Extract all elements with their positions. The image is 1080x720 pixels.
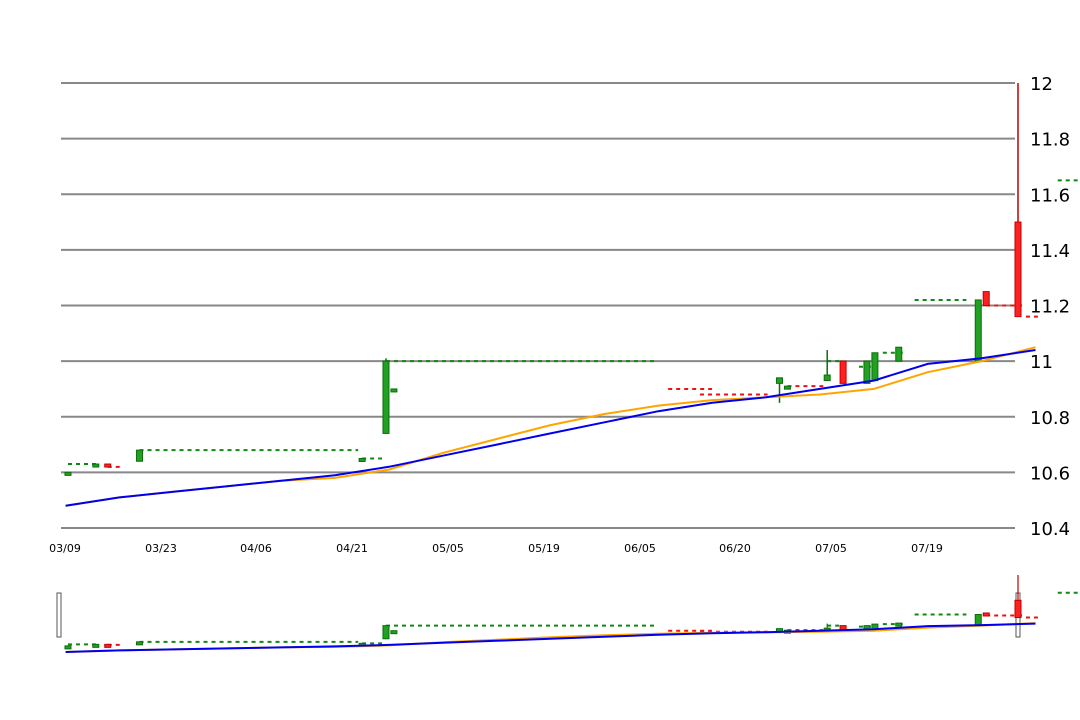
candle-body <box>390 388 398 393</box>
x-tick-label: 03/09 <box>49 542 81 555</box>
navigator-candle-body <box>982 612 990 617</box>
y-tick-label: 12 <box>1030 74 1053 95</box>
navigator-moving-averages <box>65 622 1036 653</box>
candle-body <box>104 463 112 468</box>
candle-body <box>1014 221 1022 318</box>
y-tick-label: 10.8 <box>1030 408 1070 429</box>
candle-body <box>382 360 390 434</box>
candle-body <box>92 463 100 468</box>
candle-body <box>358 457 366 462</box>
candles <box>64 83 1022 476</box>
candle-body <box>783 385 791 390</box>
navigator-candle-body <box>92 643 100 648</box>
x-tick-label: 04/21 <box>336 542 368 555</box>
navigator-ma-short-line <box>65 622 1036 653</box>
x-tick-label: 05/19 <box>528 542 560 555</box>
navigator[interactable] <box>56 575 1078 653</box>
navigator-candle-body <box>104 643 112 648</box>
candle-body <box>982 291 990 306</box>
x-tick-label: 05/05 <box>432 542 464 555</box>
navigator-left-handle[interactable] <box>56 592 62 638</box>
ma-short-line <box>65 349 1036 507</box>
candle-body <box>839 360 847 384</box>
gridlines <box>61 82 1015 529</box>
x-tick-label: 06/20 <box>719 542 751 555</box>
ma-long-line <box>65 346 1036 507</box>
candle-body <box>895 346 903 362</box>
candle-body <box>863 360 871 384</box>
navigator-candle-body <box>895 622 903 627</box>
x-axis: 03/09 03/23 04/06 04/21 05/05 05/19 06/05 06/20… <box>49 542 943 555</box>
candle-body <box>871 352 879 382</box>
y-tick-label: 10.4 <box>1030 519 1070 540</box>
x-tick-label: 07/19 <box>911 542 943 555</box>
y-tick-label: 11.2 <box>1030 297 1070 318</box>
navigator-candle-body <box>390 630 398 635</box>
x-tick-label: 06/05 <box>624 542 656 555</box>
navigator-candle-body <box>1014 599 1022 619</box>
moving-averages <box>65 346 1036 507</box>
navigator-candles <box>64 575 1022 650</box>
dashed-levels <box>67 179 1078 468</box>
y-tick-label: 11.4 <box>1030 241 1070 262</box>
navigator-candle-body <box>974 613 982 627</box>
navigator-candle-body <box>382 625 390 640</box>
candle-body <box>776 377 783 384</box>
candle-body <box>136 449 144 462</box>
y-tick-label: 11.6 <box>1030 185 1070 206</box>
y-tick-label: 11.8 <box>1030 130 1070 151</box>
navigator-candle-body <box>136 641 144 646</box>
y-tick-label: 10.6 <box>1030 463 1070 484</box>
candle-body <box>64 471 72 476</box>
x-tick-label: 03/23 <box>145 542 177 555</box>
candle-body <box>974 299 982 362</box>
y-axis: 10.4 10.6 10.8 11 11.2 11.4 11.6 11.8 12 <box>1030 74 1070 540</box>
x-tick-label: 07/05 <box>815 542 847 555</box>
y-tick-label: 11 <box>1030 352 1053 373</box>
navigator-candle-body <box>64 645 72 650</box>
candle-body <box>823 374 831 382</box>
x-tick-label: 04/06 <box>240 542 272 555</box>
